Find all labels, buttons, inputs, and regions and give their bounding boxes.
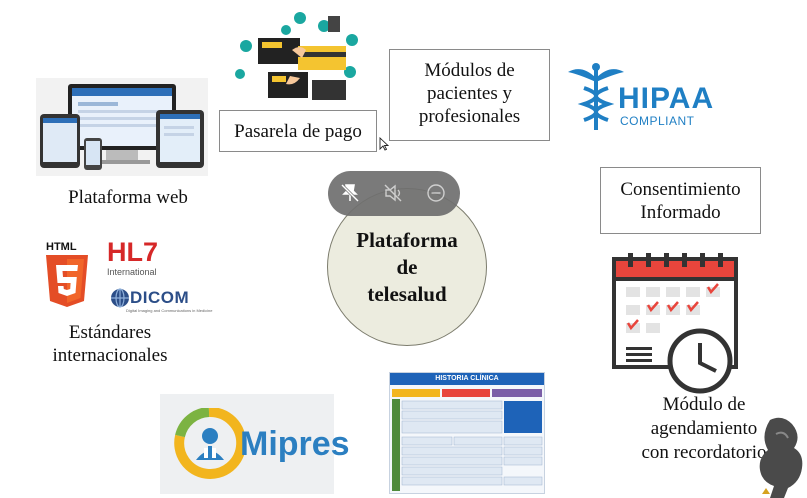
modules-line-3: profesionales	[418, 106, 521, 127]
media-controls-toolbar	[328, 171, 460, 216]
hl7-subtitle: International	[107, 267, 157, 277]
consent-line-1: Consentimiento	[620, 179, 741, 200]
schedule-line-1: Módulo de	[662, 394, 746, 415]
standards-line-1: Estándares	[68, 322, 152, 343]
center-line-2: de	[396, 254, 418, 279]
pin-icon[interactable]	[340, 183, 360, 203]
hipaa-logo: HIPAA COMPLIANT	[566, 62, 713, 132]
mute-icon[interactable]	[383, 183, 405, 203]
hl7-logo: HL7 International	[107, 237, 177, 281]
hipaa-caduceus-icon	[568, 63, 624, 130]
payment-gateway-label: Pasarela de pago	[234, 121, 362, 142]
center-line-3: telesalud	[367, 281, 447, 306]
informed-consent-box: Consentimiento Informado	[600, 167, 761, 234]
clinical-history-form: HISTORIA CLÍNICA	[389, 372, 545, 494]
mipres-label: Mipres	[240, 425, 350, 463]
dicom-logo: DICOM Digital Imaging and Communications…	[110, 288, 213, 314]
schedule-line-3: con recordatorio	[641, 442, 767, 463]
patient-professional-modules-box: Módulos de pacientes y profesionales	[389, 49, 550, 141]
mipres-logo-icon	[174, 408, 244, 479]
web-platform-label: Plataforma web	[68, 187, 188, 208]
center-line-1: Plataforma	[356, 227, 458, 252]
dicom-title: DICOM	[130, 288, 190, 307]
clinical-history-form-icon	[392, 389, 543, 491]
calendar-illustration	[608, 251, 748, 397]
html5-icon	[46, 255, 88, 307]
web-devices-illustration	[36, 78, 208, 176]
hipaa-title: HIPAA	[618, 82, 715, 115]
calendar-clock-icon	[612, 253, 738, 394]
decorative-figure-icon	[759, 417, 803, 498]
web-devices-icon	[40, 84, 204, 170]
cursor-icon	[379, 137, 389, 151]
dicom-subtitle: Digital Imaging and Communications in Me…	[126, 308, 213, 313]
payment-icon	[235, 12, 358, 100]
payment-gateway-box: Pasarela de pago	[219, 110, 377, 152]
hl7-title: HL7	[107, 237, 159, 267]
consent-line-2: Informado	[640, 202, 721, 223]
html5-title: HTML	[46, 241, 77, 253]
html5-logo: HTML	[44, 241, 90, 311]
modules-line-2: pacientes y	[427, 83, 512, 104]
scheduling-module-label: Módulo de agendamiento con recordatorio	[604, 393, 804, 465]
international-standards-label: Estándares internacionales	[30, 321, 190, 367]
payment-illustration	[232, 10, 362, 110]
clinical-history-title: HISTORIA CLÍNICA	[390, 373, 544, 385]
dicom-globe-icon	[111, 288, 129, 308]
minus-circle-icon[interactable]	[426, 183, 446, 203]
hipaa-subtitle: COMPLIANT	[620, 114, 695, 128]
modules-line-1: Módulos de	[424, 60, 515, 81]
mipres-logo: Mipres	[160, 394, 350, 494]
standards-line-2: internacionales	[52, 345, 168, 366]
schedule-line-2: agendamiento	[650, 418, 758, 439]
